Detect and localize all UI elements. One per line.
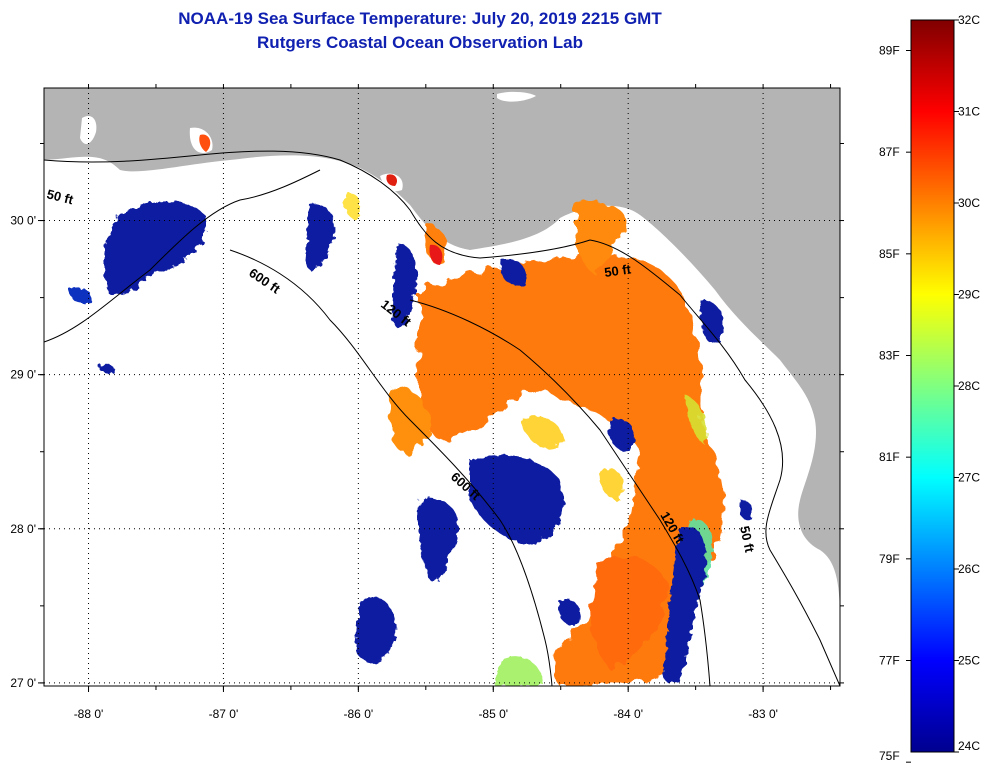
lake-water bbox=[497, 91, 536, 102]
y-tick-label: 30 0' bbox=[10, 214, 36, 228]
map-frame bbox=[43, 87, 841, 687]
colorbar-f-label: 77F bbox=[879, 654, 900, 668]
colorbar-f-label: 89F bbox=[879, 44, 900, 58]
sst-hot-spot bbox=[386, 174, 398, 186]
depth-contours bbox=[44, 150, 840, 686]
depth-contour-label: 50 ft bbox=[603, 261, 632, 280]
depth-contour-label: 50 ft bbox=[45, 186, 75, 207]
colorbar-f-label: 85F bbox=[879, 247, 900, 261]
axis-ticks: -88 0' -87 0' -86 0' -85 0' -84 0' -83 0' 30 0… bbox=[10, 84, 844, 721]
colorbar-f-label: 83F bbox=[879, 349, 900, 363]
colorbar-f-label: 87F bbox=[879, 145, 900, 159]
y-tick-label: 27 0' bbox=[10, 676, 36, 690]
map-subtitle: Rutgers Coastal Ocean Observation Lab bbox=[257, 33, 583, 52]
sst-hot-spot bbox=[429, 244, 443, 265]
colorbar-c-label: 28C bbox=[958, 379, 980, 393]
colorbar-c-label: 25C bbox=[958, 654, 980, 668]
colorbar-ticks: 32C 31C 30C 29C 28C 27C 26C 25C 24C 89F 87F 85F 83F 8… bbox=[879, 13, 980, 763]
colorbar-f-label: 75F bbox=[879, 749, 900, 763]
colorbar-f-label: 81F bbox=[879, 450, 900, 464]
colorbar-f-label: 79F bbox=[879, 552, 900, 566]
map-title: NOAA-19 Sea Surface Temperature: July 20… bbox=[178, 9, 662, 28]
colorbar-c-label: 32C bbox=[958, 13, 980, 27]
x-tick-label: -83 0' bbox=[748, 707, 778, 721]
x-tick-label: -84 0' bbox=[613, 707, 643, 721]
colorbar-c-label: 24C bbox=[958, 739, 980, 753]
colorbar-c-label: 31C bbox=[958, 105, 980, 119]
depth-contour-label: 50 ft bbox=[737, 525, 757, 555]
x-tick-label: -85 0' bbox=[478, 707, 508, 721]
colorbar-c-label: 26C bbox=[958, 562, 980, 576]
colorbar-gradient bbox=[910, 19, 955, 753]
sst-cool-region bbox=[70, 201, 752, 684]
x-tick-label: -88 0' bbox=[74, 707, 104, 721]
colorbar-c-label: 29C bbox=[958, 288, 980, 302]
colorbar-c-label: 30C bbox=[958, 196, 980, 210]
colorbar-c-label: 27C bbox=[958, 471, 980, 485]
x-tick-label: -87 0' bbox=[209, 707, 239, 721]
x-tick-label: -86 0' bbox=[344, 707, 374, 721]
y-tick-label: 29 0' bbox=[10, 368, 36, 382]
bay-water bbox=[80, 115, 97, 144]
y-tick-label: 28 0' bbox=[10, 522, 36, 536]
sst-hot-spot bbox=[199, 134, 211, 152]
